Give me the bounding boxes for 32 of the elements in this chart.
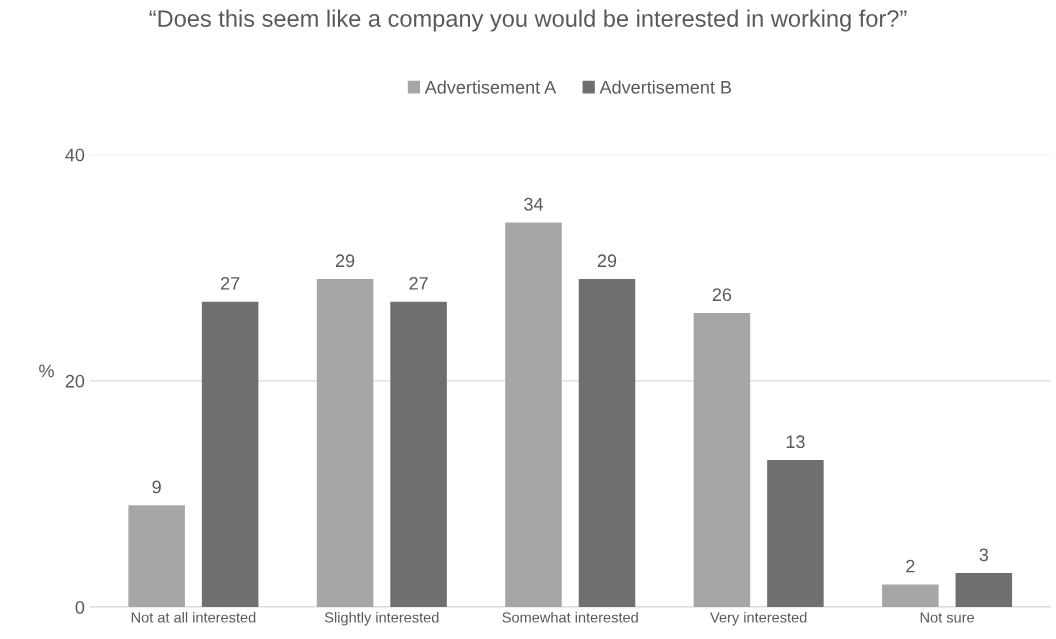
x-tick-label: Not sure: [920, 612, 974, 623]
bar: [767, 460, 824, 608]
y-tick-label: 40: [65, 148, 85, 162]
data-label: 9: [152, 480, 161, 494]
bar: [316, 279, 374, 608]
bar: [390, 301, 447, 608]
x-tick-label: Not at all interested: [131, 611, 256, 623]
data-label: 13: [786, 435, 805, 449]
chart-title: “Does this seem like a company you would be interested in working for?”: [149, 9, 907, 32]
x-tick-label: Slightly interested: [324, 611, 439, 626]
data-label: 27: [221, 276, 240, 290]
data-label: 29: [335, 254, 355, 268]
bar: [505, 222, 562, 608]
legend-label: Advertisement B: [599, 80, 732, 94]
data-label: 34: [524, 197, 544, 211]
bar: [128, 505, 185, 608]
bar: [578, 279, 636, 608]
data-label: 26: [712, 288, 732, 302]
y-tick-label: 0: [75, 600, 85, 614]
legend-label: Advertisement A: [424, 80, 557, 94]
data-label: 29: [597, 254, 617, 268]
bar: [882, 584, 939, 608]
y-axis-title: %: [39, 364, 54, 378]
bar: [693, 312, 751, 608]
x-tick-label: Very interested: [710, 611, 807, 626]
data-label: 27: [409, 276, 428, 290]
bar: [955, 573, 1013, 608]
bar: [201, 301, 259, 608]
x-tick-label: Somewhat interested: [502, 611, 638, 623]
data-label: 3: [979, 548, 989, 562]
data-label: 2: [906, 559, 915, 573]
y-tick-label: 20: [65, 374, 85, 388]
